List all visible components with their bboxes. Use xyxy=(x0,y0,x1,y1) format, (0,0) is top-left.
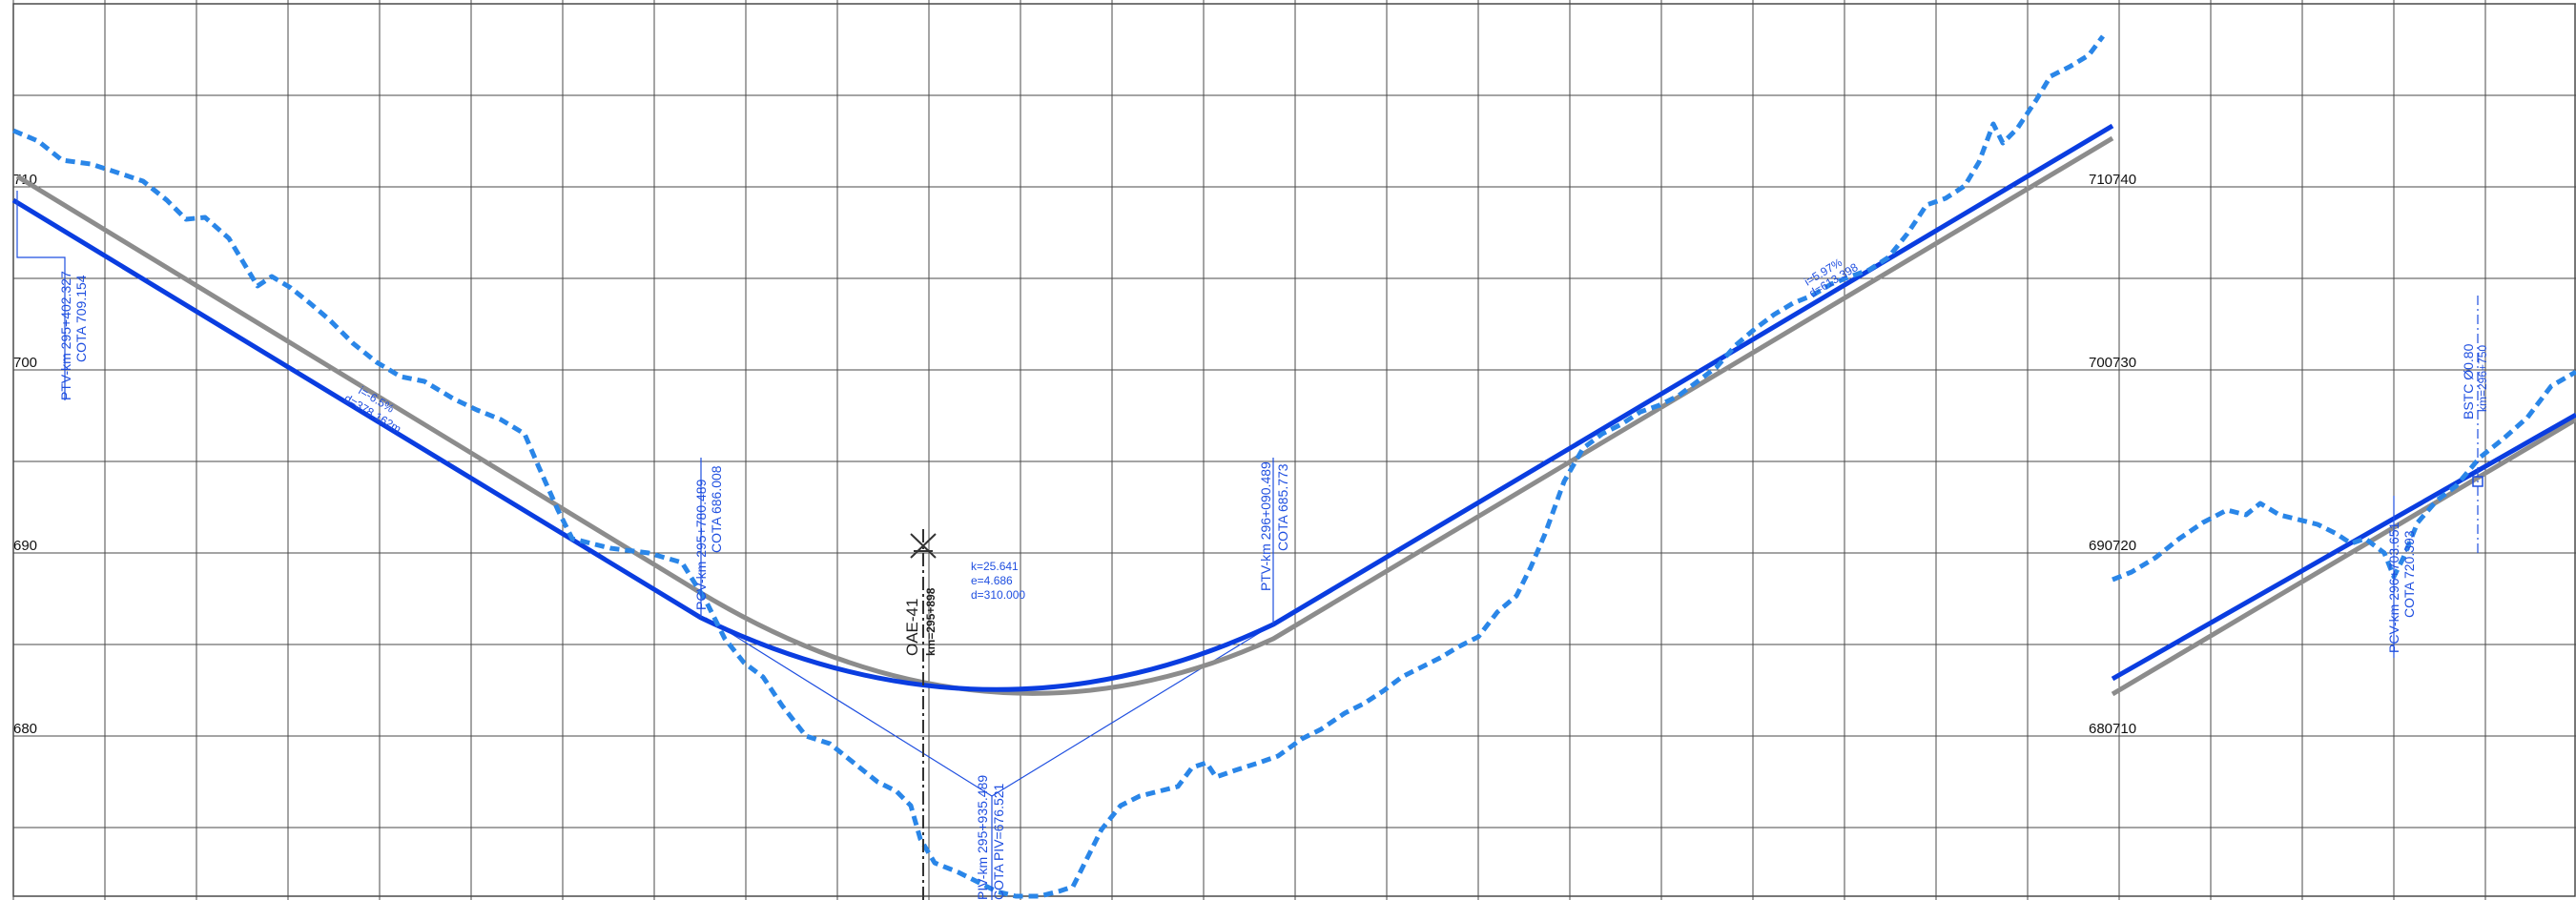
structure-marker-icon xyxy=(910,533,937,559)
pcv-cota: COTA 686.008 xyxy=(709,465,724,553)
ptv-left-km: PTV-km 295+402.327 xyxy=(58,271,73,400)
terrain-profile-right xyxy=(2112,369,2576,583)
piv-tangent-lines xyxy=(705,617,1274,797)
elevation-labels-left: 710 700 690 680 670 xyxy=(13,172,37,737)
grid xyxy=(12,0,2576,900)
pcv-right-cota: COTA 720.393 xyxy=(2401,530,2417,618)
elevation-label-690720: 690720 xyxy=(2089,538,2136,554)
ptv-left-leader xyxy=(16,191,66,400)
piv-cota: COTA PIV=676.521 xyxy=(991,783,1006,900)
tangent-line-right xyxy=(991,624,1274,797)
bstc-name: BSTC Ø0.80 xyxy=(2461,343,2476,419)
design-profile-right xyxy=(2111,412,2576,682)
pcv-km: PCV-km 295+780.489 xyxy=(693,479,709,610)
ptv-mid-callout: PTV-km 296+090.489 COTA 685.773 xyxy=(1258,458,1290,624)
elevation-label-680: 680 xyxy=(13,721,37,737)
curve-e: e=4.686 xyxy=(971,574,1013,587)
grade-left-callout: i=-6.5% d=378.162m xyxy=(341,384,403,437)
pcv-right-km: PCV-km 296+703.651 xyxy=(2386,522,2401,653)
terrain-profile xyxy=(12,34,2576,899)
grid-border xyxy=(12,3,2576,897)
terrain-profile-main xyxy=(12,34,2105,899)
design-profile xyxy=(11,123,2576,692)
ptv-left-cota: COTA 709.154 xyxy=(73,275,89,362)
ptv-mid-cota: COTA 685.773 xyxy=(1275,463,1290,551)
elevation-label-690: 690 xyxy=(13,538,37,554)
piv-km: PIV-km 295+935.489 xyxy=(975,775,990,900)
structure-name: OAE-41 xyxy=(903,599,921,656)
structure-km: km=295+898 xyxy=(924,587,938,656)
piv-callout: PIV-km 295+935.489 COTA PIV=676.521 xyxy=(975,775,1006,900)
curve-d: d=310.000 xyxy=(971,588,1025,602)
elevation-label-700: 700 xyxy=(13,355,37,371)
structure-oae-41: OAE-41 km=295+898 xyxy=(903,529,938,900)
bstc-callout: BSTC Ø0.80 km=296+750 xyxy=(2461,296,2489,553)
design-profile-main xyxy=(11,123,2114,692)
existing-profile-right xyxy=(2111,417,2576,697)
pcv-callout: PCV-km 295+780.489 COTA 686.008 xyxy=(693,458,724,618)
ptv-left-callout: PTV-km 295+402.327 COTA 709.154 xyxy=(16,191,89,400)
curve-k: k=25.641 xyxy=(971,560,1019,573)
pcv-right-callout: PCV-km 296+703.651 COTA 720.393 xyxy=(2386,496,2417,658)
elevation-label-700730: 700730 xyxy=(2089,355,2136,371)
elevation-label-710740: 710740 xyxy=(2089,172,2136,188)
bstc-culvert-marker xyxy=(2472,476,2483,487)
ptv-mid-km: PTV-km 296+090.489 xyxy=(1258,461,1273,591)
elevation-labels-right: 710740 700730 690720 680710 670700 xyxy=(2089,172,2136,737)
existing-profile-main xyxy=(15,135,2114,696)
elevation-label-680710: 680710 xyxy=(2089,721,2136,737)
vertical-curve-params: k=25.641 e=4.686 d=310.000 xyxy=(971,560,1025,602)
bstc-km: km=296+750 xyxy=(2476,345,2489,412)
tangent-line-left xyxy=(705,617,993,797)
